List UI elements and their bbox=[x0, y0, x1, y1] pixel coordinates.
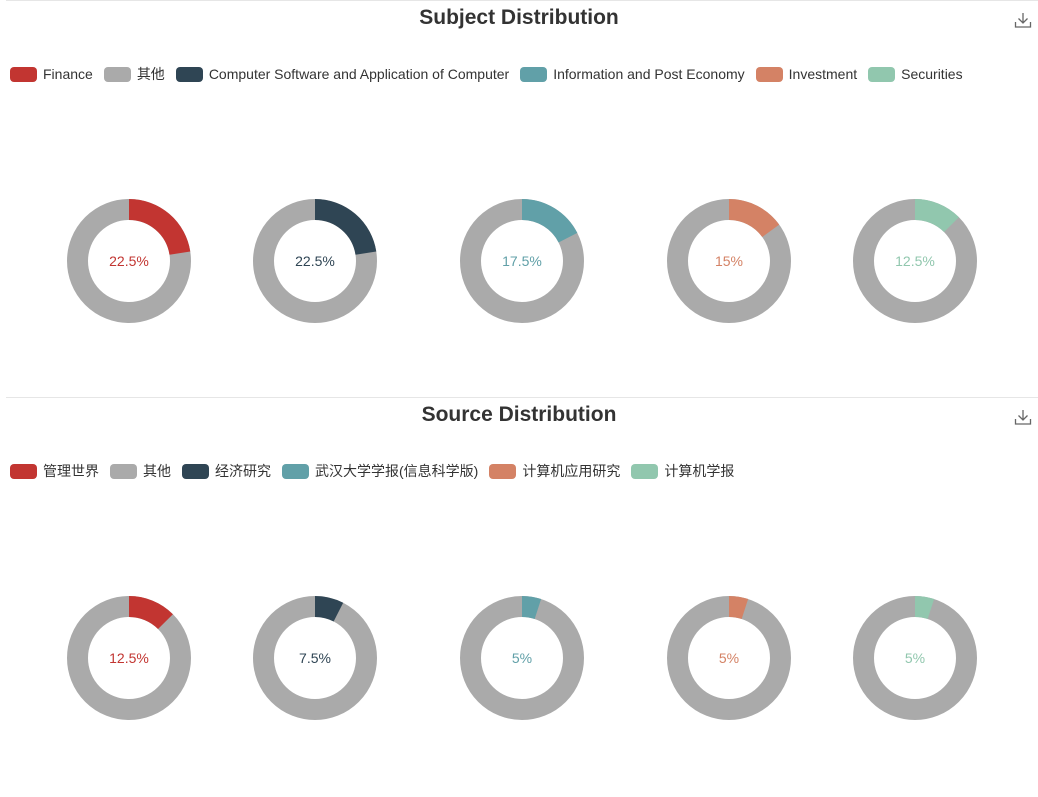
legend-swatch bbox=[110, 463, 137, 479]
legend-item-information-post-economy[interactable]: Information and Post Economy bbox=[520, 66, 745, 82]
legend-label: 经济研究 bbox=[215, 463, 271, 479]
legend-label: 其他 bbox=[143, 463, 171, 479]
legend-item-guanli-shijie[interactable]: 管理世界 bbox=[10, 461, 99, 481]
legend-label: Investment bbox=[788, 66, 858, 82]
subject-distribution-panel: Subject Distribution Finance 其他 Computer… bbox=[0, 0, 1038, 397]
donut-value-slice[interactable] bbox=[460, 596, 584, 720]
donut-center-label: 5% bbox=[905, 650, 925, 666]
donut-5[interactable]: 12.5% bbox=[853, 199, 977, 323]
donut-value-slice[interactable] bbox=[853, 596, 977, 720]
donut-4[interactable]: 15% bbox=[667, 199, 791, 323]
legend-swatch bbox=[10, 463, 37, 479]
legend-item-jingji-yanjiu[interactable]: 经济研究 bbox=[182, 461, 271, 481]
legend-swatch bbox=[868, 66, 896, 82]
legend-label: 计算机应用研究 bbox=[522, 463, 621, 479]
source-distribution-panel: Source Distribution 管理世界 其他 经济研究 武汉大学学报(… bbox=[0, 397, 1038, 797]
donut-value-slice[interactable] bbox=[460, 199, 584, 323]
donut-1[interactable]: 12.5% bbox=[67, 596, 191, 720]
donut-value-slice[interactable] bbox=[667, 596, 791, 720]
legend-item-jisuanji-yingyong-yanjiu[interactable]: 计算机应用研究 bbox=[489, 461, 620, 481]
donut-5[interactable]: 5% bbox=[853, 596, 977, 720]
donut-4[interactable]: 5% bbox=[667, 596, 791, 720]
legend-label: 计算机学报 bbox=[664, 463, 735, 479]
donut-value-slice[interactable] bbox=[253, 596, 377, 720]
donut-center-label: 5% bbox=[719, 650, 739, 666]
legend-item-jisuanji-xuebao[interactable]: 计算机学报 bbox=[631, 461, 734, 481]
donut-value-slice[interactable] bbox=[67, 596, 191, 720]
donut-value-slice[interactable] bbox=[667, 199, 791, 323]
legend-label: 其他 bbox=[136, 66, 165, 82]
legend-item-wuhan-daxue-xuebao[interactable]: 武汉大学学报(信息科学版) bbox=[282, 461, 478, 481]
legend-swatch bbox=[103, 66, 131, 82]
donut-value-slice[interactable] bbox=[853, 199, 977, 323]
donut-center-label: 22.5% bbox=[109, 253, 149, 269]
donut-2[interactable]: 22.5% bbox=[253, 199, 377, 323]
donut-3[interactable]: 5% bbox=[460, 596, 584, 720]
legend-label: Finance bbox=[43, 66, 93, 82]
legend-label: Information and Post Economy bbox=[553, 66, 745, 82]
legend: Finance 其他 Computer Software and Applica… bbox=[10, 64, 974, 84]
legend-item-investment[interactable]: Investment bbox=[755, 66, 858, 82]
legend-swatch bbox=[631, 463, 659, 479]
donut-center-label: 17.5% bbox=[502, 253, 542, 269]
legend-swatch bbox=[520, 66, 548, 82]
donut-center-label: 12.5% bbox=[895, 253, 935, 269]
donut-center-label: 7.5% bbox=[299, 650, 331, 666]
donut-2[interactable]: 7.5% bbox=[253, 596, 377, 720]
legend-label: 武汉大学学报(信息科学版) bbox=[315, 463, 479, 479]
legend: 管理世界 其他 经济研究 武汉大学学报(信息科学版) 计算机应用研究 计算机学报 bbox=[10, 461, 745, 481]
legend-label: Computer Software and Application of Com… bbox=[208, 66, 510, 82]
donut-charts: 12.5% 7.5% 5% 5% 5% bbox=[67, 596, 977, 720]
donut-center-label: 22.5% bbox=[295, 253, 335, 269]
legend-item-other[interactable]: 其他 bbox=[110, 461, 171, 481]
legend-swatch bbox=[489, 463, 517, 479]
legend-label: Securities bbox=[901, 66, 963, 82]
legend-item-computer-software[interactable]: Computer Software and Application of Com… bbox=[175, 66, 510, 82]
donut-center-label: 12.5% bbox=[109, 650, 149, 666]
chart-title: Subject Distribution bbox=[419, 6, 619, 29]
donut-charts: 22.5% 22.5% 17.5% 15% 12.5% bbox=[67, 199, 977, 323]
legend-swatch bbox=[755, 66, 783, 82]
donut-value-slice[interactable] bbox=[253, 199, 377, 323]
chart-title: Source Distribution bbox=[421, 403, 617, 426]
donut-3[interactable]: 17.5% bbox=[460, 199, 584, 323]
donut-1[interactable]: 22.5% bbox=[67, 199, 191, 323]
download-icon[interactable] bbox=[1014, 408, 1032, 426]
legend-swatch bbox=[182, 463, 209, 479]
legend-item-other[interactable]: 其他 bbox=[103, 64, 165, 84]
legend-swatch bbox=[175, 66, 203, 82]
panel-top-divider bbox=[6, 0, 1038, 1]
panel-top-divider bbox=[6, 397, 1038, 398]
donut-center-label: 5% bbox=[512, 650, 532, 666]
donut-center-label: 15% bbox=[715, 253, 743, 269]
legend-label: 管理世界 bbox=[43, 463, 99, 479]
download-icon[interactable] bbox=[1014, 11, 1032, 29]
legend-swatch bbox=[10, 66, 37, 82]
legend-swatch bbox=[282, 463, 309, 479]
donut-value-slice[interactable] bbox=[67, 199, 191, 323]
legend-item-finance[interactable]: Finance bbox=[10, 66, 93, 82]
legend-item-securities[interactable]: Securities bbox=[868, 66, 963, 82]
